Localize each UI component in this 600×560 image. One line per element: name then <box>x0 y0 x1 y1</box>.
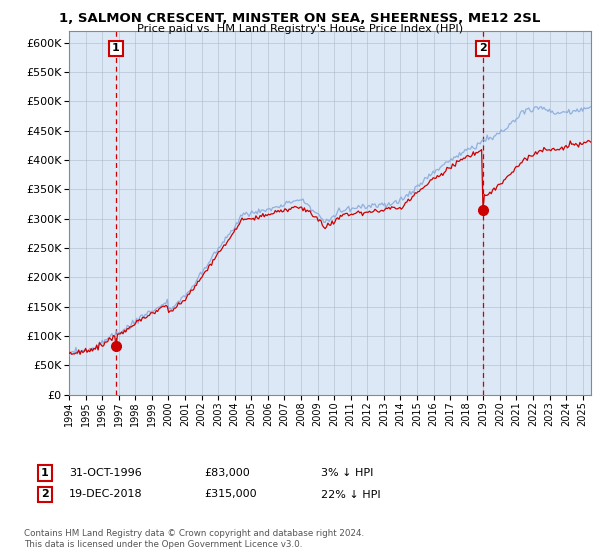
Text: 2: 2 <box>41 489 49 500</box>
Text: 1: 1 <box>112 44 120 53</box>
Text: 31-OCT-1996: 31-OCT-1996 <box>69 468 142 478</box>
Text: 1, SALMON CRESCENT, MINSTER ON SEA, SHEERNESS, ME12 2SL: 1, SALMON CRESCENT, MINSTER ON SEA, SHEE… <box>59 12 541 25</box>
Text: Price paid vs. HM Land Registry's House Price Index (HPI): Price paid vs. HM Land Registry's House … <box>137 24 463 34</box>
Text: 2: 2 <box>479 44 487 53</box>
Text: 19-DEC-2018: 19-DEC-2018 <box>69 489 143 500</box>
Text: 3% ↓ HPI: 3% ↓ HPI <box>321 468 373 478</box>
Text: 1: 1 <box>41 468 49 478</box>
Text: 22% ↓ HPI: 22% ↓ HPI <box>321 489 380 500</box>
Text: £315,000: £315,000 <box>204 489 257 500</box>
Text: £83,000: £83,000 <box>204 468 250 478</box>
Text: Contains HM Land Registry data © Crown copyright and database right 2024.
This d: Contains HM Land Registry data © Crown c… <box>24 529 364 549</box>
